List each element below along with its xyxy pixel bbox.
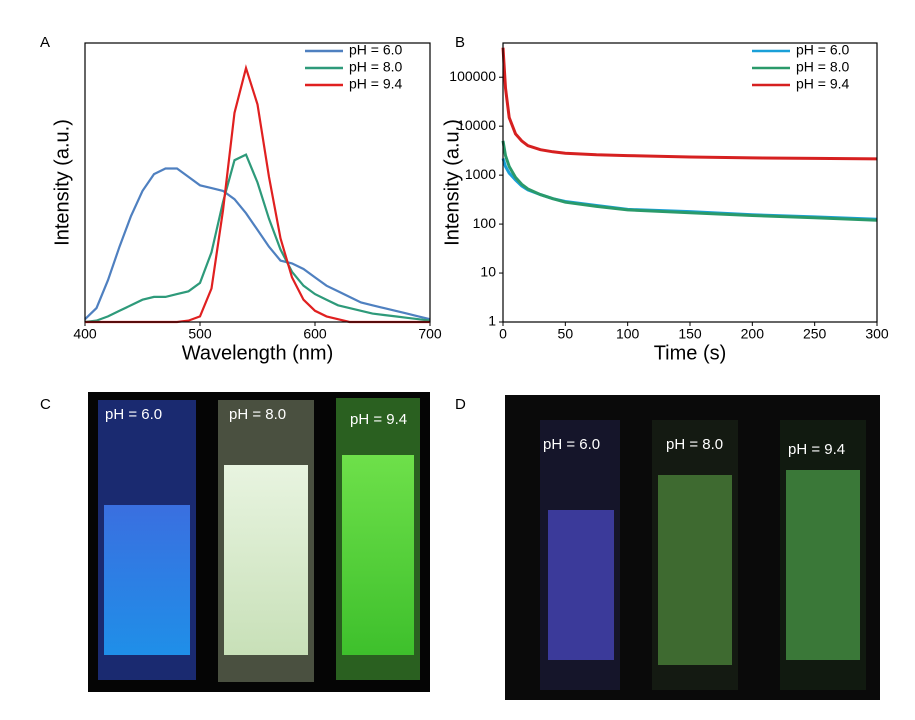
- x-tick-label: 50: [558, 326, 574, 342]
- y-tick-label: 10000: [457, 117, 496, 133]
- x-tick-label: 600: [303, 326, 327, 342]
- panel-label: C: [40, 396, 51, 413]
- photo-c: C pH = 6.0 pH = 8.0 pH = 9.4: [40, 392, 430, 692]
- cuvette-liquid: [658, 475, 732, 665]
- data-line: [85, 64, 430, 324]
- panel-label: D: [455, 396, 466, 413]
- data-line: [84, 153, 431, 324]
- photo-d: D pH = 6.0 pH = 8.0 pH = 9.4: [455, 395, 880, 700]
- x-tick-label: 500: [188, 326, 212, 342]
- data-line: [84, 167, 431, 321]
- photo-label: pH = 9.4: [350, 411, 407, 428]
- legend-label: pH = 6.0: [349, 42, 403, 58]
- cuvette-liquid: [342, 455, 414, 655]
- panel-label: B: [455, 34, 465, 51]
- x-tick-label: 400: [73, 326, 97, 342]
- cuvette-liquid: [104, 505, 190, 655]
- x-tick-label: 250: [803, 326, 827, 342]
- photo-label: pH = 8.0: [229, 406, 286, 423]
- photo-label: pH = 9.4: [788, 441, 845, 458]
- data-line: [501, 47, 878, 161]
- y-axis-label: Intensity (a.u.): [51, 119, 73, 246]
- legend-label: pH = 6.0: [796, 42, 850, 58]
- plot-frame: [502, 42, 878, 323]
- data-line: [501, 157, 878, 221]
- y-axis-label: Intensity (a.u.): [441, 119, 463, 246]
- plot-frame: [84, 42, 431, 323]
- photo-label: pH = 6.0: [105, 406, 162, 423]
- legend-label: pH = 9.4: [349, 76, 403, 92]
- x-tick-label: 100: [616, 326, 640, 342]
- cuvette-liquid: [786, 470, 860, 660]
- photo-label: pH = 6.0: [543, 436, 600, 453]
- data-line: [501, 140, 878, 222]
- x-axis-label: Wavelength (nm): [182, 342, 334, 364]
- x-tick-label: 300: [865, 326, 889, 342]
- y-tick-label: 10: [480, 264, 496, 280]
- x-axis-label: Time (s): [654, 342, 727, 364]
- legend-label: pH = 8.0: [349, 59, 403, 75]
- legend-label: pH = 9.4: [796, 76, 850, 92]
- photo-label: pH = 8.0: [666, 436, 723, 453]
- y-tick-label: 1: [488, 313, 496, 329]
- x-tick-label: 200: [741, 326, 765, 342]
- panel-label: A: [40, 34, 50, 51]
- cuvette-liquid: [224, 465, 308, 655]
- y-tick-label: 100: [473, 215, 497, 231]
- x-tick-label: 0: [499, 326, 507, 342]
- cuvette-liquid: [548, 510, 614, 660]
- x-tick-label: 700: [418, 326, 442, 342]
- x-tick-label: 150: [678, 326, 702, 342]
- legend-label: pH = 8.0: [796, 59, 850, 75]
- y-tick-label: 1000: [465, 166, 496, 182]
- y-tick-label: 100000: [449, 68, 496, 84]
